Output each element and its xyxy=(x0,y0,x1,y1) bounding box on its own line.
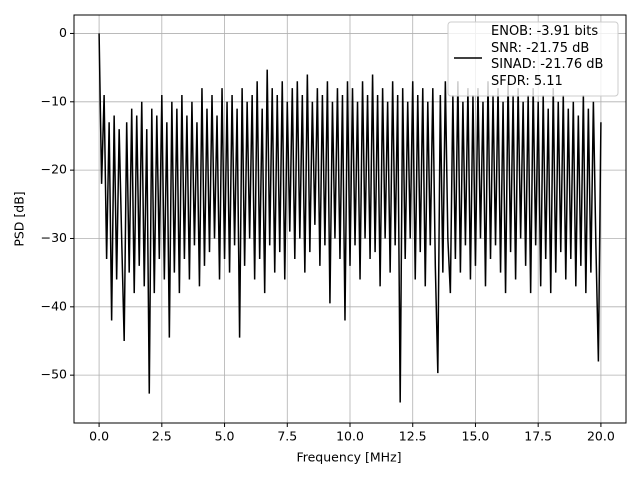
y-tick-label: 0 xyxy=(59,25,67,40)
y-axis-label: PSD [dB] xyxy=(12,191,27,246)
y-tick-label: −50 xyxy=(41,367,67,382)
y-tick-label: −30 xyxy=(41,230,67,245)
x-tick-label: 17.5 xyxy=(524,429,552,444)
x-tick-label: 20.0 xyxy=(587,429,615,444)
x-tick-label: 10.0 xyxy=(336,429,364,444)
legend-label: ENOB: -3.91 bits SNR: -21.75 dB SINAD: -… xyxy=(491,24,604,89)
y-tick-label: −20 xyxy=(41,162,67,177)
x-axis-label: Frequency [MHz] xyxy=(296,450,401,465)
y-tick-label: −10 xyxy=(41,93,67,108)
x-tick-label: 5.0 xyxy=(215,429,235,444)
x-tick-label: 15.0 xyxy=(462,429,490,444)
legend-box xyxy=(447,21,619,97)
x-tick-label: 2.5 xyxy=(152,429,172,444)
plot-frame xyxy=(73,14,627,424)
y-tick-label: −40 xyxy=(41,298,67,313)
x-tick-label: 12.5 xyxy=(399,429,427,444)
x-tick-label: 7.5 xyxy=(277,429,297,444)
x-tick-label: 0.0 xyxy=(89,429,109,444)
psd-line xyxy=(98,33,602,403)
